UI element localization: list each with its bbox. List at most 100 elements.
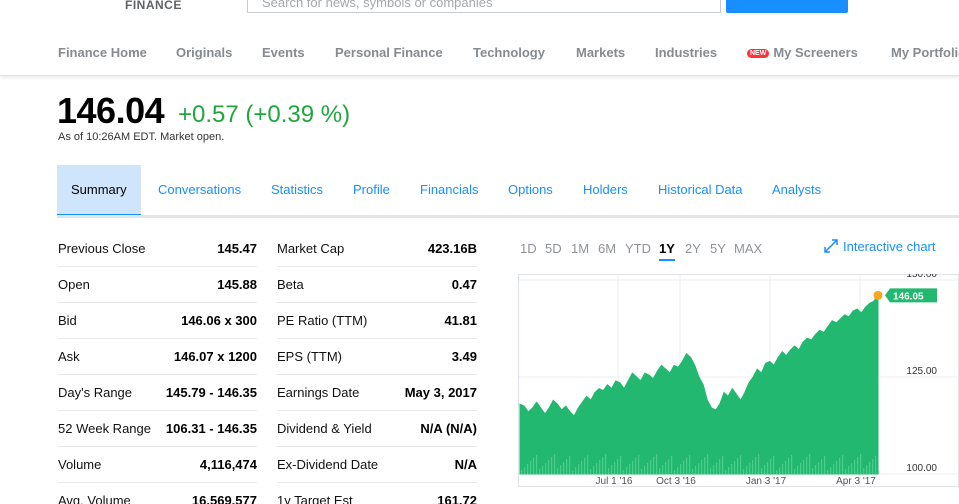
volume-bar	[674, 470, 676, 474]
volume-bar	[776, 470, 778, 474]
stat-row: Avg. Volume 16,569,577	[58, 483, 257, 504]
volume-bar	[620, 456, 622, 474]
volume-bar	[845, 469, 847, 474]
volume-bar	[644, 466, 646, 474]
search-box[interactable]	[247, 0, 721, 13]
volume-bar	[521, 470, 523, 474]
range-max[interactable]: MAX	[734, 241, 763, 256]
volume-bar	[737, 458, 739, 474]
last-price-flag	[885, 288, 937, 303]
range-6m[interactable]: 6M	[598, 241, 617, 256]
volume-bar	[878, 470, 880, 474]
tab-historical-data[interactable]: Historical Data	[658, 182, 743, 197]
volume-bar	[563, 462, 565, 474]
volume-bar	[695, 466, 697, 474]
volume-bar	[809, 454, 811, 474]
range-ytd[interactable]: YTD	[625, 241, 651, 256]
stat-value: 145.88	[217, 277, 257, 292]
range-1y[interactable]: 1Y	[659, 241, 675, 261]
volume-bar	[575, 467, 577, 474]
nav-my-screeners[interactable]: NEW My Screeners	[747, 45, 858, 60]
nav-events[interactable]: Events	[262, 45, 305, 60]
volume-bar	[665, 462, 667, 474]
y-tick-label: 125.00	[906, 366, 937, 377]
range-5d[interactable]: 5D	[545, 241, 562, 256]
tab-conversations[interactable]: Conversations	[158, 182, 242, 197]
range-1d[interactable]: 1D	[520, 241, 537, 256]
volume-bar	[800, 463, 802, 474]
tab-summary[interactable]: Summary	[57, 165, 141, 217]
search-input[interactable]	[248, 0, 720, 12]
stat-value: 145.79 - 146.35	[165, 385, 257, 400]
volume-bar	[551, 457, 553, 474]
price-chart[interactable]: 146.05 150.00 125.00 100.00 Jul 1 '16 Oct 3 '…	[518, 269, 959, 488]
y-tick-label: 100.00	[906, 463, 937, 474]
volume-bar	[755, 457, 757, 474]
nav-markets[interactable]: Markets	[576, 45, 626, 60]
volume-bar	[824, 456, 826, 474]
volume-bar	[680, 464, 682, 474]
volume-bar	[671, 456, 673, 474]
volume-bar	[596, 463, 598, 474]
volume-bar	[623, 470, 625, 474]
stat-label: 52 Week Range	[58, 421, 151, 436]
volume-bar	[713, 465, 715, 474]
volume-bar	[629, 464, 631, 474]
range-5y[interactable]: 5Y	[710, 241, 726, 256]
volume-bar	[806, 457, 808, 474]
volume-bar	[848, 466, 850, 474]
nav-technology[interactable]: Technology	[473, 45, 545, 60]
quote-tabs: Summary Conversations Statistics Profile…	[0, 165, 959, 217]
stat-label: Ask	[58, 349, 80, 364]
volume-bar	[557, 468, 559, 474]
volume-bar	[782, 464, 784, 474]
tab-profile[interactable]: Profile	[353, 182, 390, 197]
stat-label: Dividend & Yield	[277, 421, 372, 436]
volume-bar	[536, 455, 538, 474]
stat-row: Dividend & Yield N/A (N/A)	[277, 411, 477, 447]
stat-row: Open 145.88	[58, 267, 257, 303]
stat-label: PE Ratio (TTM)	[277, 313, 368, 328]
volume-bar	[764, 465, 766, 474]
nav-personal-finance[interactable]: Personal Finance	[335, 45, 443, 60]
x-tick-label: Jul 1 '16	[596, 476, 633, 487]
tab-holders[interactable]: Holders	[583, 182, 628, 197]
volume-bar	[770, 459, 772, 474]
stat-label: Ex-Dividend Date	[277, 457, 379, 472]
range-2y[interactable]: 2Y	[685, 241, 701, 256]
interactive-chart-link[interactable]: Interactive chart	[823, 238, 936, 254]
volume-bar	[842, 455, 844, 474]
volume-bar	[749, 463, 751, 474]
price-chart-svg: 146.05 150.00 125.00 100.00 Jul 1 '16 Oct 3 '…	[518, 269, 959, 487]
volume-bar	[638, 455, 640, 474]
stat-row: Bid 146.06 x 300	[58, 303, 257, 339]
volume-bar	[692, 469, 694, 474]
search-button[interactable]	[726, 0, 848, 13]
nav-my-portfolio[interactable]: My Portfolio	[891, 45, 959, 60]
nav-industries[interactable]: Industries	[655, 45, 718, 60]
logo[interactable]: FINANCE	[125, 0, 182, 12]
volume-bar	[863, 468, 865, 474]
volume-bar	[839, 458, 841, 474]
tab-analysts[interactable]: Analysts	[772, 182, 822, 197]
volume-bar	[566, 459, 568, 474]
volume-bar	[635, 458, 637, 474]
interactive-chart-label: Interactive chart	[843, 239, 936, 254]
volume-bar	[815, 465, 817, 474]
tab-financials[interactable]: Financials	[420, 182, 479, 197]
volume-bar	[587, 455, 589, 474]
volume-bar	[548, 460, 550, 474]
stat-label: Bid	[58, 313, 77, 328]
volume-bar	[836, 461, 838, 474]
tab-options[interactable]: Options	[508, 182, 553, 197]
stat-label: Previous Close	[58, 241, 146, 256]
tab-statistics[interactable]: Statistics	[271, 182, 324, 197]
volume-bar	[803, 460, 805, 474]
volume-bar	[785, 461, 787, 474]
nav-originals[interactable]: Originals	[176, 45, 233, 60]
volume-bar	[656, 454, 658, 474]
volume-bar	[752, 460, 754, 474]
nav-finance-home[interactable]: Finance Home	[58, 45, 147, 60]
stat-value: 3.49	[451, 349, 477, 364]
range-1m[interactable]: 1M	[571, 241, 590, 256]
